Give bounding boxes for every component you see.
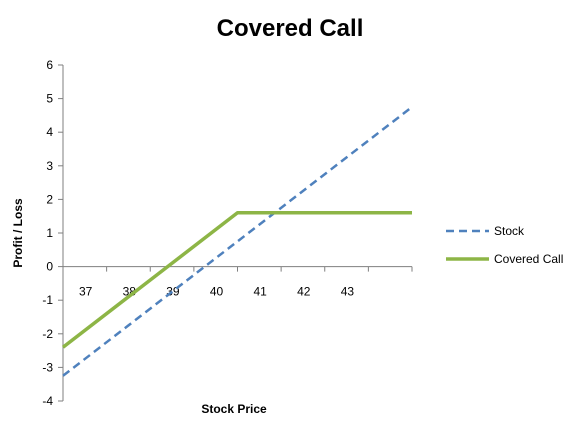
legend-label-stock: Stock xyxy=(494,224,525,238)
x-tick-label: 42 xyxy=(297,285,311,299)
x-tick-label: 37 xyxy=(79,285,93,299)
legend-label-covered-call: Covered Call xyxy=(494,252,563,266)
y-tick-label: -1 xyxy=(42,293,53,307)
series-line-stock xyxy=(62,106,413,377)
y-tick-label: 1 xyxy=(46,226,53,240)
y-tick-label: 6 xyxy=(46,58,53,72)
y-tick-label: -3 xyxy=(42,360,53,374)
y-tick-label: 0 xyxy=(46,260,53,274)
y-axis-label: Profit / Loss xyxy=(11,198,25,268)
y-tick-label: -4 xyxy=(42,394,53,408)
y-tick-label: 5 xyxy=(46,92,53,106)
series-line-covered-call xyxy=(61,211,412,349)
y-tick-label: 4 xyxy=(46,125,53,139)
x-tick-label: 43 xyxy=(341,285,355,299)
x-tick-label: 41 xyxy=(253,285,267,299)
y-tick-label: 2 xyxy=(46,192,53,206)
y-tick-label: -2 xyxy=(42,327,53,341)
legend: Stock Covered Call xyxy=(446,224,563,266)
x-axis-label: Stock Price xyxy=(201,402,267,416)
chart-title: Covered Call xyxy=(217,15,364,42)
y-tick-label: 3 xyxy=(46,159,53,173)
x-tick-label: 40 xyxy=(210,285,224,299)
